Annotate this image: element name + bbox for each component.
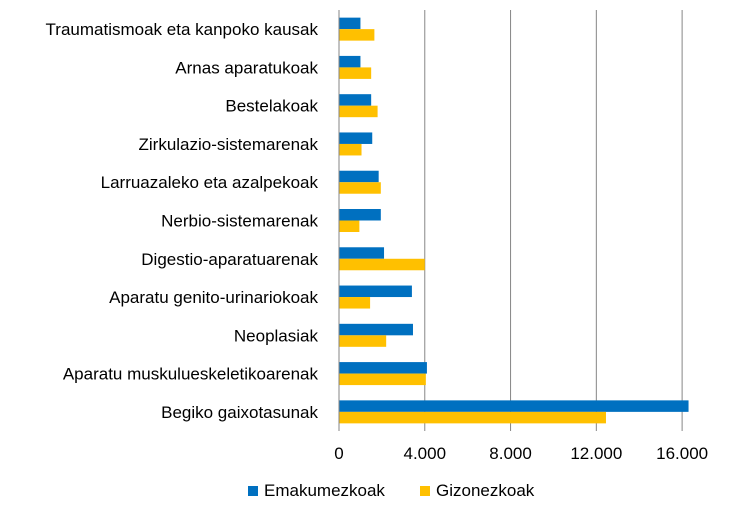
x-tick-label: 16.000 xyxy=(656,444,708,463)
bar-emakumezkoak xyxy=(339,170,379,183)
bar-emakumezkoak xyxy=(339,55,361,68)
x-tick-label: 12.000 xyxy=(570,444,622,463)
category-label: Neoplasiak xyxy=(234,326,319,345)
gridlines xyxy=(424,10,683,431)
bar-gizonezkoak xyxy=(339,220,360,232)
category-label: Aparatu muskulueskeletikoarenak xyxy=(63,365,319,384)
bar-emakumezkoak xyxy=(339,247,385,259)
category-label: Traumatismoak eta kanpoko kausak xyxy=(46,20,319,39)
bars xyxy=(339,17,689,424)
bar-emakumezkoak xyxy=(339,285,412,298)
bar-emakumezkoak xyxy=(339,400,689,412)
category-label: Bestelakoak xyxy=(225,97,318,116)
bar-gizonezkoak xyxy=(339,67,372,79)
bar-gizonezkoak xyxy=(339,143,362,156)
category-label: Zirkulazio-sistemarenak xyxy=(139,135,319,154)
bar-gizonezkoak xyxy=(339,105,378,118)
category-label: Arnas aparatukoak xyxy=(175,58,318,77)
x-tick-label: 8.000 xyxy=(489,444,532,463)
legend-swatch xyxy=(248,486,258,496)
bar-gizonezkoak xyxy=(339,335,387,347)
bar-emakumezkoak xyxy=(339,362,427,374)
bar-gizonezkoak xyxy=(339,29,375,41)
bar-emakumezkoak xyxy=(339,132,373,144)
bar-gizonezkoak xyxy=(339,373,426,386)
legend-label: Gizonezkoak xyxy=(436,481,535,500)
bar-gizonezkoak xyxy=(339,182,381,194)
bar-emakumezkoak xyxy=(339,209,381,221)
x-tick-label: 0 xyxy=(334,444,343,463)
category-label: Nerbio-sistemarenak xyxy=(161,212,318,231)
category-label: Larruazaleko eta azalpekoak xyxy=(101,173,319,192)
bar-gizonezkoak xyxy=(339,258,425,271)
bar-emakumezkoak xyxy=(339,323,413,336)
legend-label: Emakumezkoak xyxy=(264,481,385,500)
bar-emakumezkoak xyxy=(339,17,361,30)
category-labels: Traumatismoak eta kanpoko kausak Arnas ap… xyxy=(46,20,319,422)
x-tick-labels: 0 4.000 8.000 12.000 16.000 xyxy=(334,444,708,463)
legend-swatch xyxy=(420,486,430,496)
category-label: Begiko gaixotasunak xyxy=(161,403,318,422)
bar-emakumezkoak xyxy=(339,94,372,106)
bar-gizonezkoak xyxy=(339,297,371,309)
legend: Emakumezkoak Gizonezkoak xyxy=(248,481,535,500)
x-tick-label: 4.000 xyxy=(404,444,447,463)
category-label: Aparatu genito-urinariokoak xyxy=(109,288,318,307)
category-label: Digestio-aparatuarenak xyxy=(141,250,318,269)
bar-gizonezkoak xyxy=(339,411,606,424)
